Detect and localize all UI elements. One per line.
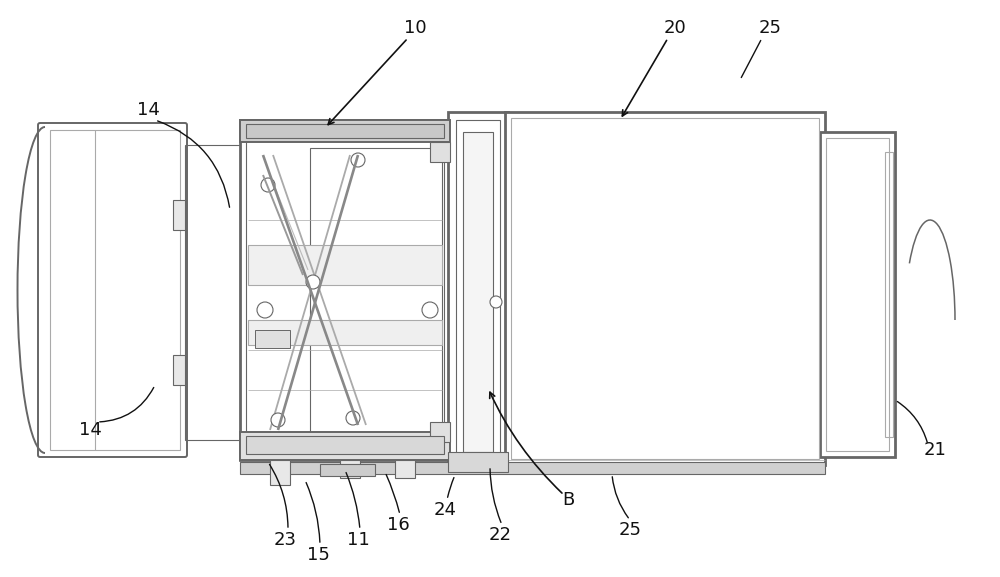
Bar	[50, 130, 180, 450]
Text: 22: 22	[488, 526, 512, 544]
Text: 11: 11	[347, 531, 369, 549]
Text: B: B	[562, 491, 574, 509]
Bar	[185, 145, 240, 440]
FancyBboxPatch shape	[38, 123, 187, 457]
Text: 15: 15	[307, 546, 329, 564]
Bar	[885, 152, 893, 437]
Bar	[826, 138, 889, 451]
Circle shape	[490, 296, 502, 308]
Circle shape	[346, 411, 360, 425]
Bar	[240, 432, 450, 460]
Bar	[246, 124, 444, 138]
Bar	[511, 118, 819, 459]
Text: 25: 25	[759, 19, 782, 37]
Bar	[270, 460, 290, 485]
Bar	[240, 462, 825, 474]
Bar	[430, 422, 450, 442]
Bar	[820, 132, 895, 457]
Text: 20: 20	[664, 19, 686, 37]
Text: 10: 10	[404, 19, 426, 37]
Text: 14: 14	[137, 101, 159, 119]
Bar	[246, 126, 444, 454]
Text: 21: 21	[924, 441, 946, 459]
Bar	[310, 148, 442, 432]
Circle shape	[351, 153, 365, 167]
Circle shape	[422, 302, 438, 318]
Bar	[340, 460, 360, 478]
Bar	[240, 120, 450, 460]
Bar	[456, 120, 500, 464]
Circle shape	[306, 275, 320, 289]
Text: 14: 14	[79, 421, 101, 439]
Bar	[255, 330, 290, 348]
Bar	[448, 112, 508, 472]
Circle shape	[257, 302, 273, 318]
Circle shape	[271, 413, 285, 427]
Bar	[173, 200, 185, 230]
Bar	[395, 460, 415, 478]
Bar	[320, 464, 375, 476]
Text: 25: 25	[618, 521, 642, 539]
Text: 24: 24	[434, 501, 456, 519]
Text: 23: 23	[274, 531, 296, 549]
Bar	[248, 245, 442, 285]
Bar	[505, 112, 825, 465]
Text: 16: 16	[387, 516, 409, 534]
Bar	[248, 320, 442, 345]
Bar	[240, 120, 450, 142]
Bar	[173, 355, 185, 385]
Bar	[448, 452, 508, 472]
Bar	[463, 132, 493, 452]
Circle shape	[261, 178, 275, 192]
Bar	[246, 436, 444, 454]
Bar	[430, 142, 450, 162]
